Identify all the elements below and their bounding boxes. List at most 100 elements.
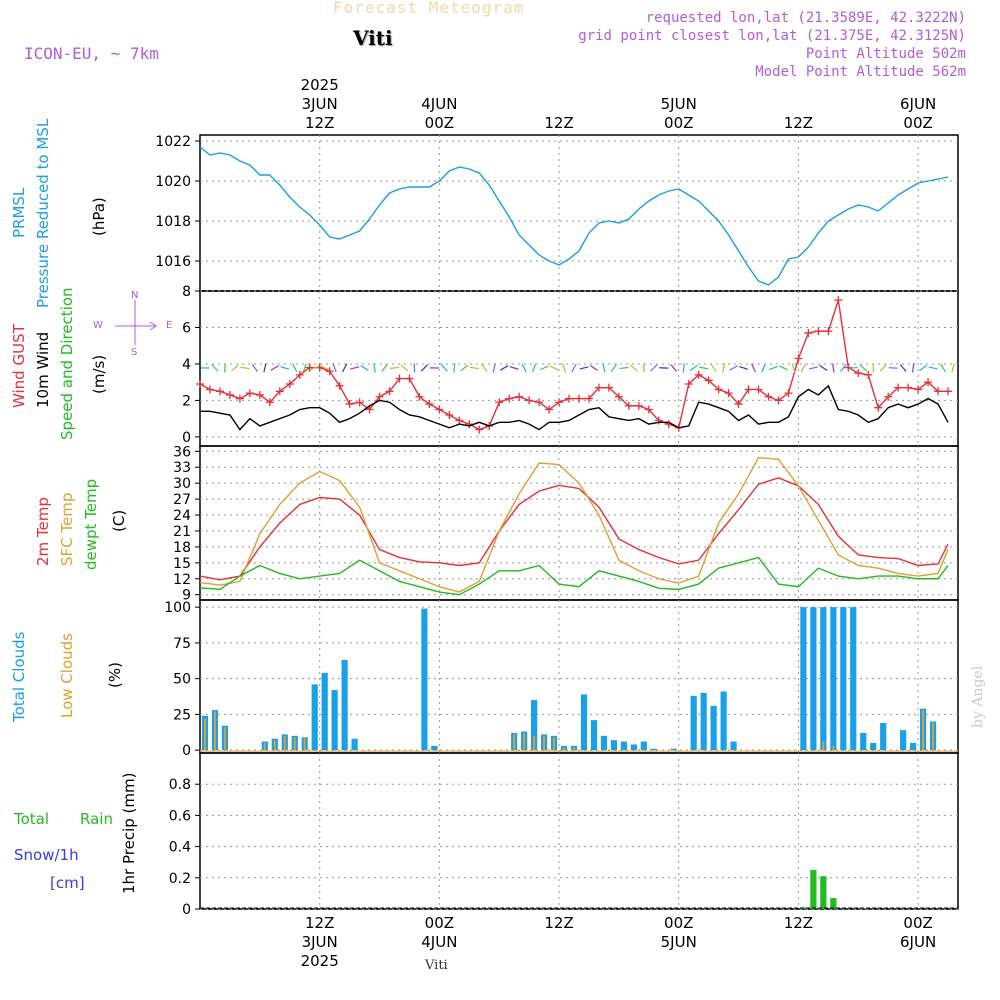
precip-cm-label: [cm] xyxy=(50,874,85,892)
temp-ytick-label: 24 xyxy=(173,508,191,524)
wind-direction-arrow xyxy=(840,364,847,372)
gust-marker xyxy=(584,394,593,403)
precip-bar xyxy=(860,908,867,909)
gust-marker xyxy=(205,385,214,394)
total-cloud-bar xyxy=(900,730,907,751)
wind-direction-arrow xyxy=(389,366,400,370)
wind-direction-arrow xyxy=(531,363,537,373)
low-cloud-bar xyxy=(293,737,296,751)
wind-ytick-label: 4 xyxy=(182,357,191,373)
clouds-low-label: Low Clouds xyxy=(58,633,76,718)
wind-direction-arrow xyxy=(350,366,360,370)
wind-direction-arrow xyxy=(280,366,290,370)
bottom-times-label: 12Z xyxy=(544,914,574,932)
wind-ytick-label: 8 xyxy=(182,284,191,300)
wind-direction-arrow xyxy=(224,363,226,373)
pressure-frame xyxy=(199,134,959,292)
wind-direction-arrow xyxy=(630,364,638,372)
bottom-times-label: 3JUN xyxy=(301,933,338,951)
total-cloud-bar xyxy=(431,745,438,751)
wind-direction-arrow xyxy=(562,363,567,373)
wind-direction-arrow xyxy=(240,366,250,370)
top-title: Forecast Meteogram xyxy=(333,0,525,17)
gust-marker xyxy=(594,383,603,392)
clouds-unit: (%) xyxy=(106,662,124,688)
top-times-label: 00Z xyxy=(424,114,455,132)
total-cloud-bar xyxy=(650,748,657,751)
bottom-times-label: 00Z xyxy=(424,914,455,932)
total-cloud-bar xyxy=(820,607,827,751)
wind-direction-arrow xyxy=(453,363,456,373)
gust-marker xyxy=(944,387,953,396)
gust-marker xyxy=(365,405,374,414)
wind-direction-arrow xyxy=(539,365,549,371)
wind-direction-arrow xyxy=(710,363,717,373)
pressure-label-1: PRMSL xyxy=(10,187,28,238)
gust-marker xyxy=(495,398,504,407)
gust-marker xyxy=(275,387,284,396)
wind-direction-arrow xyxy=(292,363,298,373)
temp-ytick-label: 36 xyxy=(173,444,191,460)
gust-marker xyxy=(634,401,643,410)
gust-marker xyxy=(435,405,444,414)
wind-direction-arrow xyxy=(579,366,589,370)
gust-marker xyxy=(624,401,633,410)
gust-marker xyxy=(874,403,883,412)
wind-direction-arrow xyxy=(469,366,479,370)
gust-marker xyxy=(684,380,693,388)
bottom-times-label: 2025 xyxy=(300,952,339,970)
wind-direction-arrow xyxy=(521,363,527,373)
wind-direction-arrow xyxy=(610,363,618,372)
gust-marker xyxy=(265,398,274,407)
wind-direction-arrow xyxy=(332,363,337,373)
wind-direction-arrow xyxy=(761,363,766,373)
wind-direction-arrow xyxy=(381,363,388,372)
pressure-series-line xyxy=(199,146,949,286)
gust-marker xyxy=(694,370,703,379)
gust-marker xyxy=(764,392,773,401)
gust-marker xyxy=(215,387,224,396)
wind-direction-arrow xyxy=(460,364,469,372)
clouds-ytick-label: 75 xyxy=(173,636,191,652)
wind-direction-arrow xyxy=(500,365,509,371)
total-cloud-bar xyxy=(341,660,348,751)
wind-direction-arrow xyxy=(848,366,858,369)
total-cloud-bar xyxy=(810,607,817,751)
top-times-label: 6JUN xyxy=(900,95,937,113)
top-times-label: 5JUN xyxy=(660,95,697,113)
top-times-label: 12Z xyxy=(304,114,335,132)
pressure-ytick-label: 1022 xyxy=(155,134,191,150)
gust-marker xyxy=(864,370,873,379)
wind-direction-arrow xyxy=(602,363,606,373)
precip-ytick-label: 0.2 xyxy=(169,871,191,887)
total-cloud-bar xyxy=(670,748,677,751)
clouds-ytick-label: 25 xyxy=(173,707,191,723)
temp-dewpt-label: dewpt Temp xyxy=(82,478,100,570)
gust-marker xyxy=(794,354,803,363)
gust-marker xyxy=(505,394,514,403)
wind-direction-arrow xyxy=(310,365,320,371)
wind-direction-arrow xyxy=(721,363,726,373)
clouds-ytick-label: 100 xyxy=(164,600,191,616)
temp-ytick-label: 21 xyxy=(173,524,191,540)
total-cloud-bar xyxy=(590,720,598,751)
low-cloud-bar xyxy=(214,711,216,751)
gust-marker xyxy=(734,400,743,409)
top-times-label: 12Z xyxy=(783,114,814,132)
wind-direction-arrow xyxy=(400,364,409,372)
wind-direction-arrow xyxy=(800,363,807,373)
total-cloud-bar xyxy=(720,691,727,751)
total-cloud-bar xyxy=(860,732,867,751)
total-cloud-bar xyxy=(620,741,627,751)
wind-direction-arrow xyxy=(211,364,219,372)
wind-direction-arrow xyxy=(619,366,629,370)
temp-series-line xyxy=(199,456,949,593)
temp-series-line xyxy=(199,477,949,581)
model-altitude: Model Point Altitude 562m xyxy=(755,64,966,80)
requested-coords: requested lon,lat (21.3589E, 42.3222N) xyxy=(645,10,966,26)
low-cloud-bar xyxy=(303,737,306,751)
temp-sfc-label: SFC Temp xyxy=(58,492,76,566)
wind-direction-arrow xyxy=(832,363,835,373)
precip-snow-label: Snow/1h xyxy=(14,846,79,864)
